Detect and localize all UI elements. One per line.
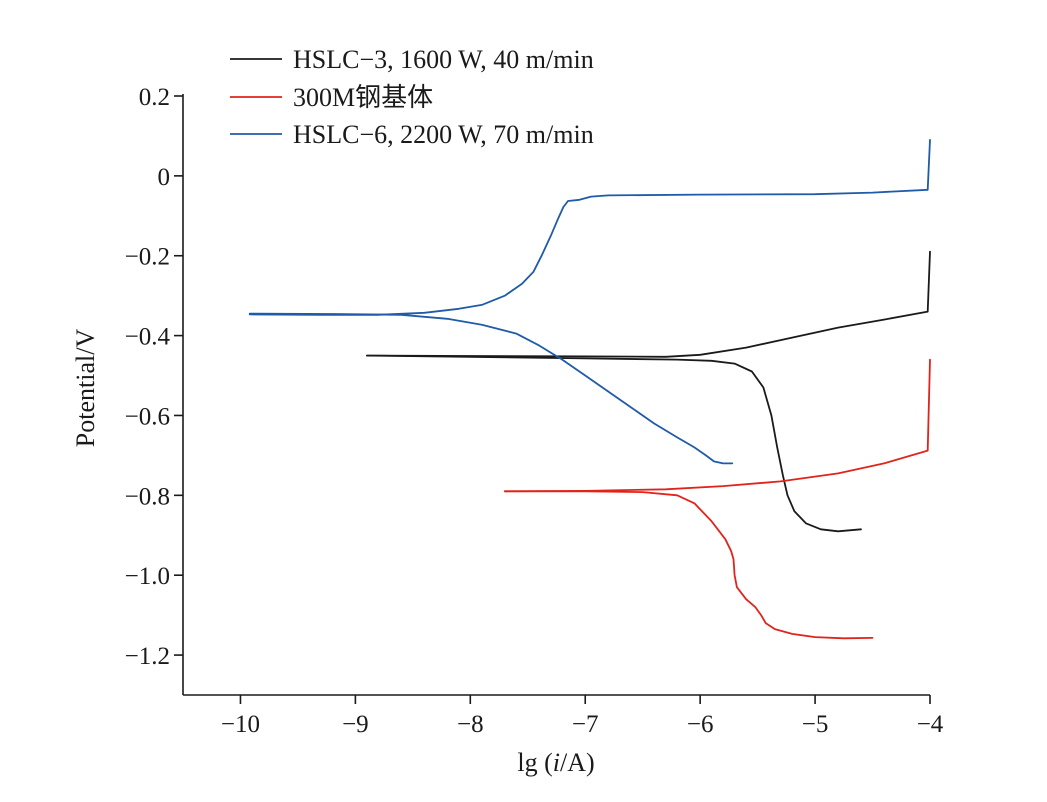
- y-tick-label: −0.4: [125, 324, 171, 351]
- y-tick-label: −1.0: [125, 563, 170, 590]
- legend-item: HSLC−3, 1600 W, 40 m/min: [230, 45, 594, 74]
- series-2-anodic-line: [503, 358, 931, 493]
- legend-label: HSLC−3, 1600 W, 40 m/min: [293, 45, 594, 74]
- x-tick-label: −4: [917, 711, 944, 738]
- series-3-cathodic-line: [248, 312, 734, 465]
- axes-layer: [182, 94, 930, 696]
- series-3-anodic-line: [248, 138, 931, 316]
- series-1: [365, 250, 931, 533]
- y-tick-label: 0: [158, 164, 171, 191]
- ticks-layer: −10 −9 −8 −7 −6 −5 −4 0.2 0 −0.2 −0.4 −0.6 −0.8 −1.0 −…: [125, 84, 944, 738]
- x-tick-label: −10: [221, 711, 260, 738]
- series-3: [248, 138, 931, 465]
- x-tick-label: −5: [802, 711, 829, 738]
- y-tick-label: −0.8: [125, 483, 170, 510]
- y-tick-label: −1.2: [125, 643, 170, 670]
- y-tick-label: −0.6: [125, 403, 170, 430]
- legend-label: 300M钢基体: [293, 83, 433, 112]
- series-layer: [248, 138, 931, 640]
- legend-item: 300M钢基体: [230, 83, 433, 112]
- series-2-cathodic-line: [503, 490, 874, 640]
- series-1-anodic-line: [365, 250, 931, 358]
- series-2: [503, 358, 931, 640]
- x-axis-title-prefix: lg (: [517, 748, 552, 777]
- x-axis-title-variable: i: [553, 748, 560, 777]
- x-axis-title: lg (i/A): [517, 748, 594, 777]
- x-axis-title-suffix: /A): [560, 748, 595, 777]
- x-tick-label: −8: [457, 711, 484, 738]
- x-tick-label: −9: [342, 711, 369, 738]
- x-tick-label: −6: [687, 711, 714, 738]
- legend-item: HSLC−6, 2200 W, 70 m/min: [230, 120, 594, 149]
- legend: HSLC−3, 1600 W, 40 m/min 300M钢基体 HSLC−6, 2…: [230, 45, 594, 149]
- series-1-cathodic-line: [365, 354, 862, 533]
- legend-label: HSLC−6, 2200 W, 70 m/min: [293, 120, 594, 149]
- y-axis-title: Potential/V: [71, 329, 100, 448]
- y-tick-label: −0.2: [125, 244, 170, 271]
- x-tick-label: −7: [572, 711, 599, 738]
- y-tick-label: 0.2: [139, 84, 170, 111]
